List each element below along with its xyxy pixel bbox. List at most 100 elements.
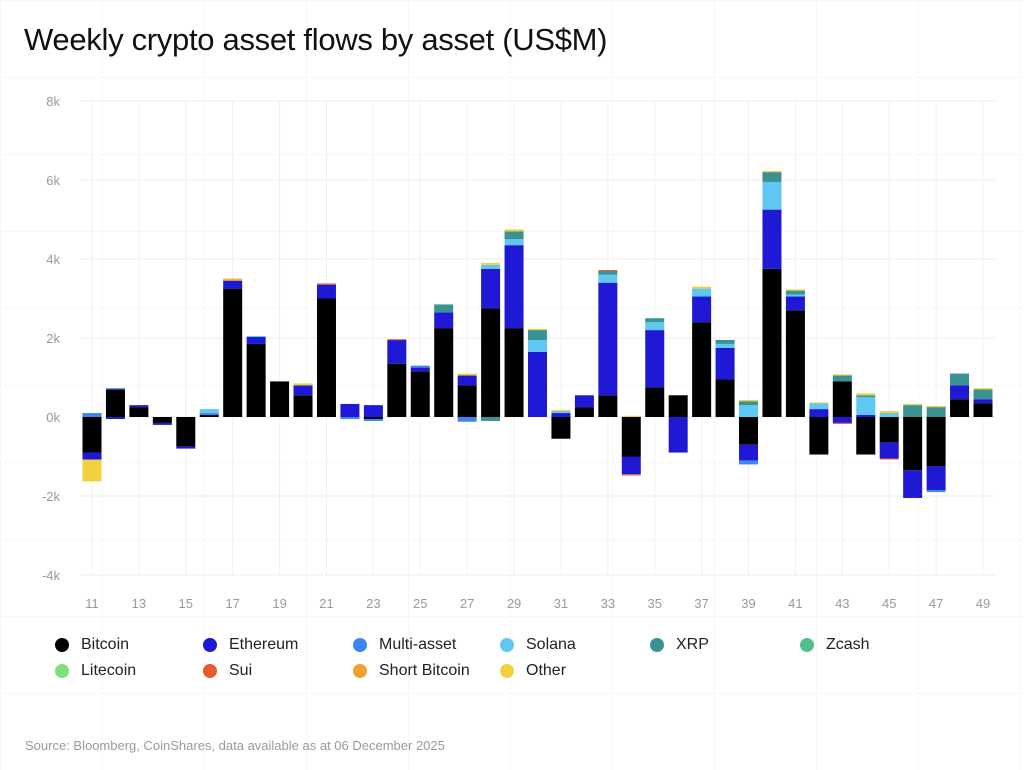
- bar-bitcoin-week-38: [715, 379, 735, 417]
- bar-multi-asset-week-11: [82, 413, 102, 417]
- bar-ethereum-week-47: [926, 466, 946, 491]
- bar-bitcoin-week-28: [481, 308, 501, 417]
- bar-sui-week-45: [879, 458, 899, 460]
- y-tick-label: 8k: [46, 94, 60, 109]
- bar-ethereum-week-49: [973, 399, 993, 404]
- legend-label: Ethereum: [229, 636, 299, 653]
- bar-ethereum-week-17: [223, 280, 243, 289]
- bar-bitcoin-week-19: [270, 381, 290, 417]
- bar-bitcoin-week-39: [739, 417, 759, 445]
- x-tick-label: 31: [554, 596, 568, 611]
- bar-ethereum-week-25: [410, 367, 430, 372]
- bar-bitcoin-week-45: [879, 417, 899, 443]
- bar-solana-week-16: [199, 409, 219, 414]
- bar-solana-week-44: [856, 397, 876, 416]
- bar-bitcoin-week-15: [176, 417, 196, 447]
- bar-ethereum-week-42: [809, 409, 829, 417]
- bar-ethereum-week-31: [551, 413, 571, 417]
- x-tick-label: 45: [882, 596, 896, 611]
- x-tick-label: 33: [601, 596, 615, 611]
- x-tick-label: 43: [835, 596, 849, 611]
- bar-bitcoin-week-41: [785, 310, 805, 417]
- x-tick-label: 17: [225, 596, 239, 611]
- y-tick-label: 0k: [46, 410, 60, 425]
- bar-xrp-week-40: [762, 172, 782, 182]
- legend-swatch: [353, 664, 367, 678]
- bar-solana-week-28: [481, 264, 501, 269]
- bar-solana-week-30: [528, 339, 547, 352]
- bar-other-week-28: [481, 262, 501, 265]
- bar-bitcoin-week-21: [316, 298, 336, 417]
- bar-bitcoin-week-37: [692, 322, 712, 417]
- bar-sui-week-43: [832, 422, 852, 424]
- bar-ethereum-week-12: [105, 417, 125, 419]
- x-tick-label: 13: [132, 596, 146, 611]
- bar-bitcoin-week-48: [950, 399, 970, 417]
- bar-other-week-31: [551, 409, 571, 412]
- bar-multi-asset-week-47: [926, 490, 946, 493]
- bar-other-week-41: [785, 289, 805, 291]
- bar-ethereum-week-38: [715, 347, 735, 380]
- bar-sui-week-24: [387, 339, 407, 341]
- bar-bitcoin-week-17: [223, 288, 243, 417]
- bar-solana-week-18: [246, 336, 266, 338]
- bar-ethereum-week-29: [504, 245, 524, 329]
- bar-bitcoin-week-40: [762, 268, 782, 417]
- bar-ethereum-week-27: [457, 375, 477, 386]
- bar-other-week-39: [739, 400, 759, 402]
- bar-bitcoin-week-20: [293, 395, 313, 417]
- x-tick-label: 19: [272, 596, 286, 611]
- bar-ethereum-week-39: [739, 444, 759, 461]
- bar-other-week-34: [621, 415, 641, 417]
- bar-ethereum-week-44: [856, 415, 876, 417]
- legend-swatch: [55, 638, 69, 652]
- bar-solana-week-39: [739, 405, 759, 417]
- legend-swatch: [55, 664, 69, 678]
- x-tick-label: 11: [85, 596, 99, 611]
- bar-other-week-46: [903, 403, 923, 406]
- bar-bitcoin-week-23: [363, 417, 383, 419]
- x-tick-label: 29: [507, 596, 521, 611]
- bar-sui-week-34: [621, 474, 641, 476]
- bar-ethereum-week-43: [832, 417, 852, 423]
- bar-bitcoin-week-14: [152, 417, 172, 423]
- x-tick-label: 49: [976, 596, 990, 611]
- bar-bitcoin-week-33: [598, 395, 618, 417]
- bar-xrp-week-47: [926, 407, 946, 417]
- bar-other-week-20: [293, 383, 313, 386]
- bar-bitcoin-week-44: [856, 417, 876, 455]
- bar-ethereum-week-35: [645, 330, 665, 388]
- y-tick-label: 4k: [46, 252, 60, 267]
- legend-item-sui: Sui: [203, 662, 252, 680]
- bar-xrp-week-33: [598, 270, 618, 275]
- legend-label: XRP: [676, 636, 709, 653]
- legend-item-solana: Solana: [500, 636, 576, 654]
- bar-multi-asset-week-12: [105, 388, 125, 390]
- y-tick-label: -4k: [42, 568, 61, 583]
- x-tick-label: 39: [741, 596, 755, 611]
- bar-other-week-27: [457, 373, 477, 376]
- x-tick-label: 41: [788, 596, 802, 611]
- bar-solana-week-29: [504, 239, 524, 246]
- bar-other-week-11: [82, 459, 102, 482]
- bar-other-week-49: [973, 388, 993, 390]
- bar-other-week-42: [809, 402, 829, 404]
- y-tick-label: -2k: [42, 489, 61, 504]
- bar-ethereum-week-24: [387, 339, 407, 364]
- legend-swatch: [500, 664, 514, 678]
- bar-bitcoin-week-34: [621, 417, 641, 457]
- bar-bitcoin-week-46: [903, 417, 923, 471]
- bar-ethereum-week-22: [340, 403, 360, 417]
- bar-ethereum-week-48: [950, 385, 970, 400]
- bar-other-week-17: [223, 278, 243, 280]
- y-tick-label: 6k: [46, 173, 60, 188]
- bar-bitcoin-week-13: [129, 407, 149, 417]
- legend-item-bitcoin: Bitcoin: [55, 636, 129, 654]
- bar-xrp-week-49: [973, 389, 993, 400]
- legend-item-ethereum: Ethereum: [203, 636, 298, 654]
- bar-ethereum-week-26: [434, 312, 454, 329]
- bar-ethereum-week-37: [692, 296, 712, 323]
- bar-bitcoin-week-42: [809, 417, 829, 455]
- bar-other-week-40: [762, 170, 782, 173]
- bar-solana-week-45: [879, 413, 899, 417]
